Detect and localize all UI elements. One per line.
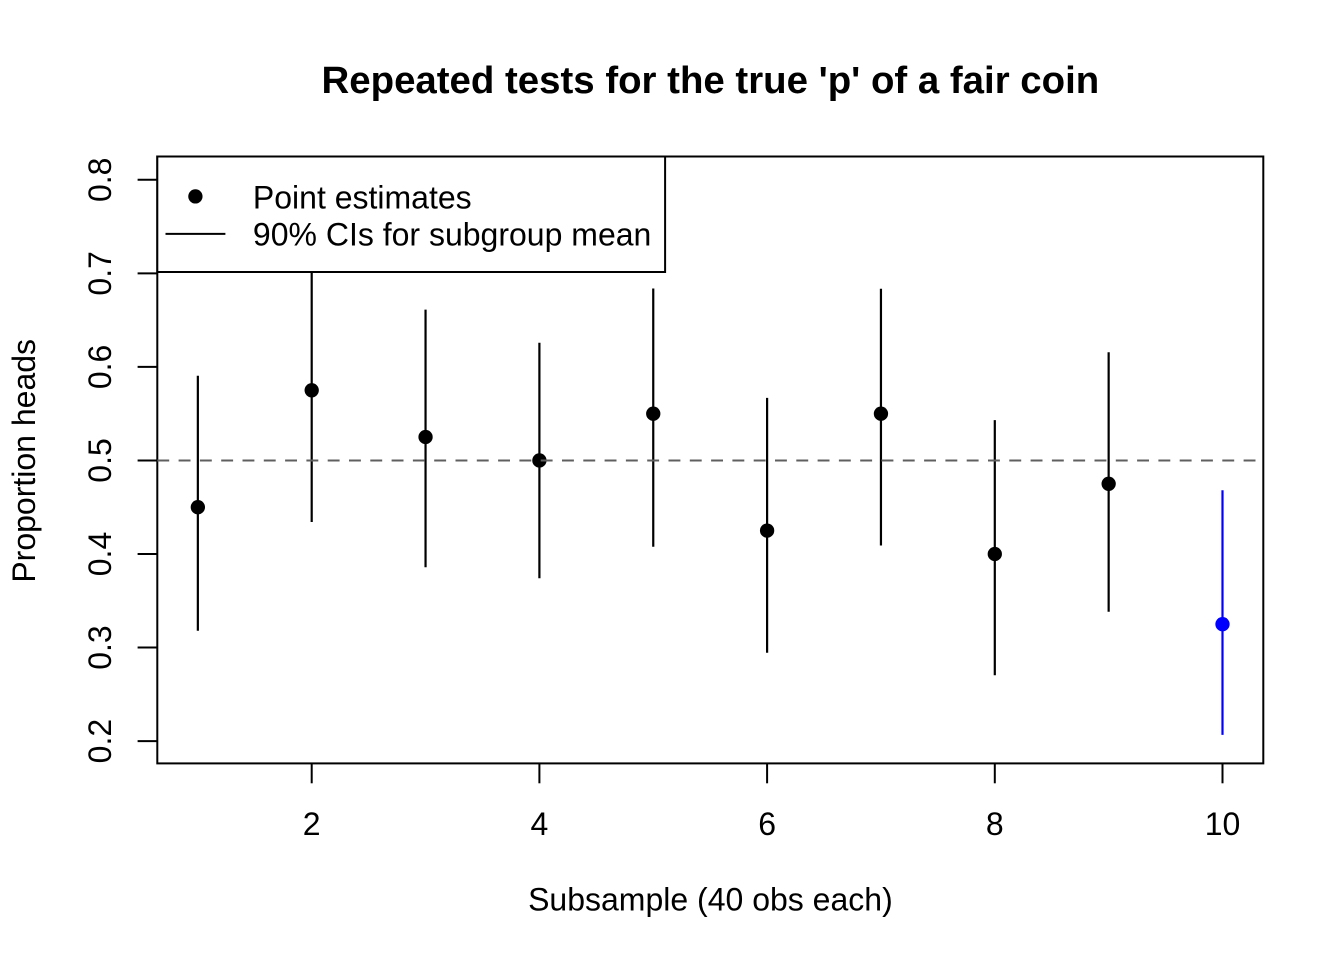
- svg-text:Proportion heads: Proportion heads: [6, 339, 42, 583]
- svg-text:0.8: 0.8: [82, 158, 118, 202]
- svg-text:0.3: 0.3: [82, 625, 118, 669]
- svg-text:2: 2: [303, 806, 321, 842]
- svg-text:Repeated tests for the true 'p: Repeated tests for the true 'p' of a fai…: [322, 59, 1100, 102]
- svg-text:0.2: 0.2: [82, 719, 118, 763]
- svg-text:Subsample (40 obs each): Subsample (40 obs each): [528, 881, 893, 917]
- svg-text:6: 6: [758, 806, 776, 842]
- svg-text:0.5: 0.5: [82, 438, 118, 482]
- svg-text:10: 10: [1205, 806, 1241, 842]
- svg-text:Point estimates: Point estimates: [253, 179, 472, 215]
- svg-text:0.4: 0.4: [82, 532, 118, 576]
- svg-text:0.7: 0.7: [82, 251, 118, 295]
- svg-text:0.6: 0.6: [82, 345, 118, 389]
- svg-text:90% CIs for subgroup mean: 90% CIs for subgroup mean: [253, 217, 651, 253]
- svg-text:8: 8: [986, 806, 1004, 842]
- svg-text:4: 4: [531, 806, 549, 842]
